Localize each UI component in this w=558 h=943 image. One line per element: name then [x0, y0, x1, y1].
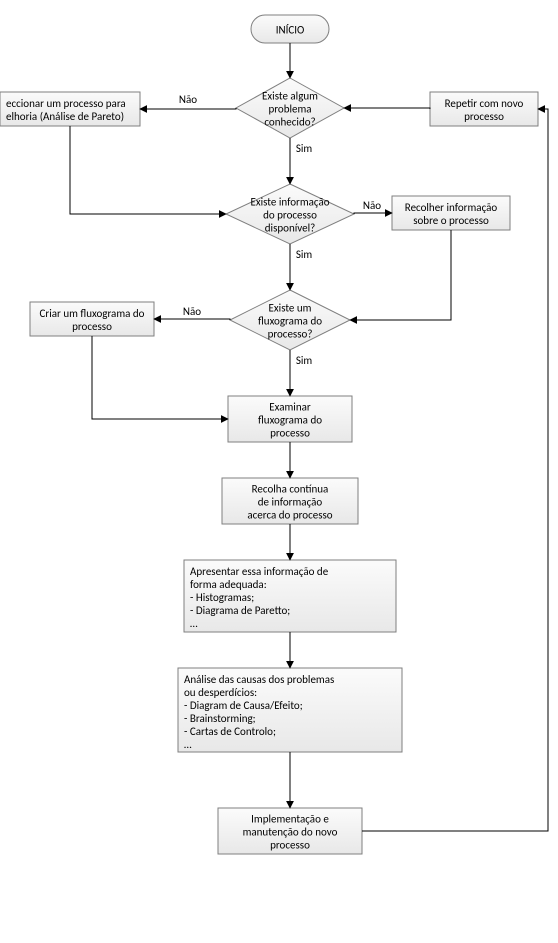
edge-d3-create: [154, 319, 230, 320]
node-present-text: - Diagrama de Paretto;: [190, 604, 290, 617]
node-repeat-text: processo: [464, 110, 504, 123]
node-present-text: Apresentar essa informação de: [190, 565, 329, 578]
node-continuous-text: de informação: [258, 496, 323, 509]
node-d2-text: disponível?: [265, 222, 315, 235]
node-repeat-text: Repetir com novo: [445, 97, 524, 110]
node-select-text: eccionar um processo para: [6, 97, 126, 110]
node-d3-text: Existe um: [269, 302, 312, 315]
node-d1-text: problema: [268, 103, 311, 116]
node-continuous-text: Recolha contínua: [252, 483, 329, 496]
node-examine: Examinarfluxograma doprocesso: [228, 396, 352, 442]
node-examine-text: processo: [270, 427, 310, 440]
node-d1-text: Existe algum: [262, 90, 318, 103]
node-present-text: forma adequada:: [190, 578, 267, 591]
node-analysis-text: ou desperdícios:: [184, 686, 257, 699]
edge-label-d1-select: Não: [179, 93, 197, 106]
node-repeat: Repetir com novoprocesso: [430, 92, 538, 126]
node-d1-text: conhecido?: [264, 116, 315, 129]
node-create-text: processo: [72, 320, 112, 333]
node-implement-text: processo: [270, 839, 310, 852]
node-analysis-text: - Diagram de Causa/Efeito;: [184, 699, 303, 712]
node-implement-text: Implementação e: [251, 813, 329, 826]
node-continuous: Recolha contínuade informaçãoacerca do p…: [222, 478, 358, 524]
node-select-text: elhoria (Análise de Pareto): [6, 110, 124, 123]
node-analysis-text: - Cartas de Controlo;: [184, 725, 276, 738]
flowchart-container: INÍCIO Existe algumproblemaconhecido? ecci…: [0, 0, 558, 943]
node-examine-text: fluxograma do: [258, 414, 322, 427]
edge-d1-select: [140, 108, 236, 109]
node-implement: Implementação emanutenção do novoprocess…: [218, 808, 362, 854]
edge-select-d2: [70, 126, 226, 214]
node-d3: Existe umfluxograma doprocesso?: [230, 290, 350, 350]
node-continuous-text: acerca do processo: [247, 509, 332, 522]
edge-create-examine: [92, 336, 228, 419]
node-collect: Recolher informaçãosobre o processo: [392, 196, 510, 230]
node-analysis-text: - Brainstorming;: [184, 712, 256, 725]
edge-label-d2-collect: Não: [363, 199, 381, 212]
node-create-text: Criar um fluxograma do: [40, 307, 145, 320]
edge-label-d3-examine: Sim: [296, 354, 313, 367]
node-analysis: Análise das causas dos problemasou despe…: [178, 668, 402, 752]
node-start: INÍCIO: [251, 15, 329, 43]
node-present: Apresentar essa informação deforma adequ…: [184, 560, 396, 632]
node-select: eccionar um processo paraelhoria (Anális…: [0, 92, 140, 126]
node-examine-text: Examinar: [269, 401, 311, 414]
node-d2: Existe informaçãodo processodisponível?: [226, 184, 354, 244]
node-d2-text: Existe informação: [250, 196, 329, 209]
edge-collect-d3: [350, 230, 451, 320]
node-analysis-text: Análise das causas dos problemas: [184, 673, 334, 686]
node-implement-text: manutenção do novo: [243, 826, 338, 839]
edge-d2-collect: [354, 213, 392, 214]
node-analysis-text: …: [184, 738, 192, 751]
node-d2-text: do processo: [263, 209, 317, 222]
node-d3-text: processo?: [268, 328, 313, 341]
edge-label-d2-d3: Sim: [296, 248, 313, 261]
node-d3-text: fluxograma do: [258, 315, 322, 328]
node-create: Criar um fluxograma doprocesso: [30, 302, 154, 336]
edge-label-d1-d2: Sim: [296, 142, 313, 155]
node-d1: Existe algumproblemaconhecido?: [236, 78, 344, 138]
edge-label-d3-create: Não: [183, 305, 201, 318]
node-present-text: - Histogramas;: [190, 591, 254, 604]
edge-repeat-d1: [344, 108, 430, 109]
node-collect-text: Recolher informação: [405, 201, 498, 214]
node-start-text: INÍCIO: [276, 24, 305, 37]
node-collect-text: sobre o processo: [413, 214, 489, 227]
node-present-text: …: [190, 617, 198, 630]
